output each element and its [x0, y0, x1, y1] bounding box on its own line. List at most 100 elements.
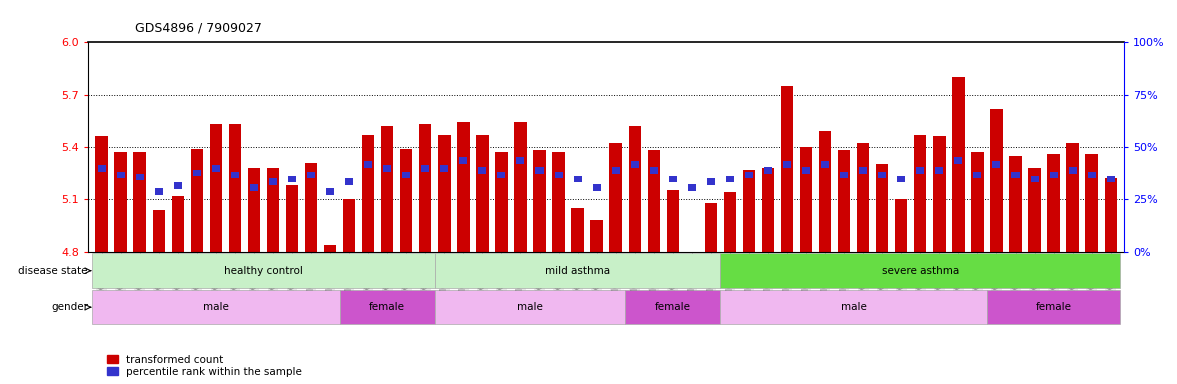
Bar [154, 189, 162, 195]
Bar [687, 184, 696, 191]
Bar [363, 135, 374, 252]
Bar [133, 152, 146, 252]
Bar [135, 174, 144, 180]
Bar [92, 253, 434, 288]
Bar [743, 170, 756, 252]
Bar [268, 178, 277, 185]
Text: female: female [1036, 302, 1071, 312]
Bar [434, 290, 625, 324]
Bar [343, 199, 355, 252]
Bar [381, 126, 393, 252]
Bar [726, 176, 734, 182]
Bar [498, 172, 505, 178]
Bar [305, 162, 318, 252]
Bar [857, 143, 870, 252]
Bar [228, 124, 241, 252]
Bar [629, 126, 641, 252]
Text: male: male [517, 302, 543, 312]
Bar [193, 170, 201, 176]
Bar [478, 167, 486, 174]
Bar [459, 157, 467, 164]
Bar [895, 199, 907, 252]
Bar [878, 172, 886, 178]
Bar [705, 203, 717, 252]
Bar [153, 210, 165, 252]
Bar [876, 164, 889, 252]
Text: female: female [370, 302, 405, 312]
Bar [421, 166, 430, 172]
Bar [457, 122, 470, 252]
Bar [988, 290, 1121, 324]
Bar [98, 166, 106, 172]
Text: disease state: disease state [19, 266, 88, 276]
Bar [592, 184, 600, 191]
Text: severe asthma: severe asthma [882, 266, 959, 276]
Bar [1066, 143, 1079, 252]
Bar [973, 172, 982, 178]
Bar [1085, 154, 1098, 252]
Bar [364, 161, 372, 168]
Bar [286, 185, 298, 252]
Bar [631, 161, 639, 168]
Bar [724, 192, 736, 252]
Bar [800, 147, 812, 252]
Bar [552, 152, 565, 252]
Text: mild asthma: mild asthma [545, 266, 610, 276]
Bar [250, 184, 258, 191]
Bar [647, 151, 660, 252]
Bar [174, 182, 181, 189]
Bar [669, 176, 677, 182]
Bar [403, 172, 411, 178]
Bar [840, 172, 849, 178]
Bar [326, 189, 334, 195]
Bar [916, 167, 924, 174]
Bar [780, 86, 793, 252]
Bar [707, 178, 714, 185]
Bar [573, 176, 581, 182]
Bar [936, 167, 944, 174]
Bar [496, 152, 507, 252]
Bar [438, 135, 451, 252]
Bar [933, 136, 945, 252]
Bar [1106, 176, 1115, 182]
Bar [822, 161, 829, 168]
Bar [1031, 176, 1038, 182]
Bar [1010, 156, 1022, 252]
Text: gender: gender [51, 302, 88, 312]
Bar [1048, 154, 1059, 252]
Bar [1104, 178, 1117, 252]
Bar [990, 109, 1003, 252]
Bar [288, 176, 297, 182]
Text: healthy control: healthy control [224, 266, 302, 276]
Bar [764, 167, 772, 174]
Bar [267, 168, 279, 252]
Bar [95, 136, 108, 252]
Bar [1050, 172, 1058, 178]
Bar [745, 172, 753, 178]
Bar [686, 252, 698, 258]
Bar [591, 220, 603, 252]
Bar [92, 290, 340, 324]
Bar [212, 166, 220, 172]
Bar [345, 178, 353, 185]
Bar [971, 152, 984, 252]
Bar [114, 152, 127, 252]
Bar [625, 290, 720, 324]
Bar [897, 176, 905, 182]
Bar [571, 208, 584, 252]
Bar [1088, 172, 1096, 178]
Text: GDS4896 / 7909027: GDS4896 / 7909027 [135, 22, 262, 35]
Bar [610, 143, 621, 252]
Legend: transformed count, percentile rank within the sample: transformed count, percentile rank withi… [105, 353, 304, 379]
Bar [720, 253, 1121, 288]
Text: male: male [202, 302, 228, 312]
Bar [838, 151, 850, 252]
Bar [247, 168, 260, 252]
Bar [554, 172, 563, 178]
Bar [434, 253, 720, 288]
Bar [324, 245, 337, 252]
Bar [440, 166, 448, 172]
Bar [307, 172, 315, 178]
Bar [612, 167, 620, 174]
Bar [536, 167, 544, 174]
